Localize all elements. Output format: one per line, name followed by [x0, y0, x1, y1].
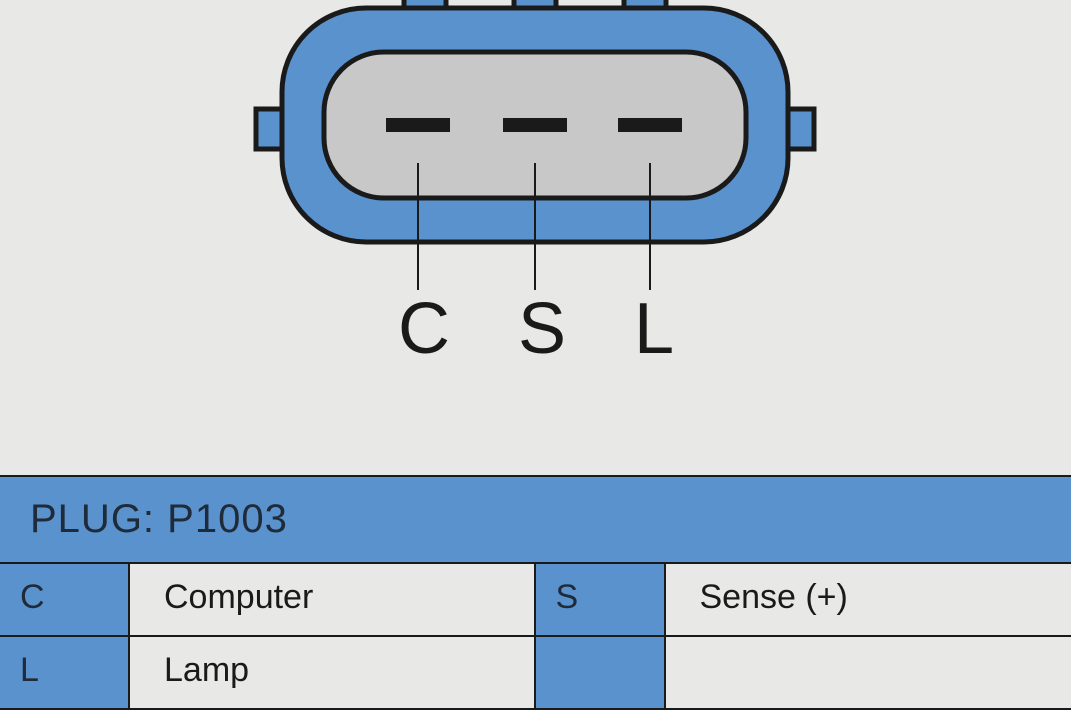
pin-label-s: S [518, 288, 566, 370]
table-header: PLUG: P1003 [0, 475, 1071, 564]
pin-key: S [536, 564, 666, 635]
pin-key [536, 637, 666, 708]
table-row: S Sense (+) [536, 564, 1071, 637]
pin-key: L [0, 637, 130, 708]
pin-value: Computer [130, 564, 536, 635]
connector-svg [0, 0, 1071, 475]
pin-value [666, 637, 1071, 708]
pin-value: Sense (+) [666, 564, 1071, 635]
table-row [536, 637, 1071, 710]
table-body: C Computer S Sense (+) L Lamp [0, 564, 1071, 710]
table-row: L Lamp [0, 637, 536, 710]
pin-key: C [0, 564, 130, 635]
pin-label-l: L [634, 288, 674, 370]
pinout-table: PLUG: P1003 C Computer S Sense (+) L Lam… [0, 475, 1071, 710]
connector-diagram: C S L [0, 0, 1071, 475]
pin-label-c: C [398, 288, 450, 370]
table-row: C Computer [0, 564, 536, 637]
table-header-label: PLUG: P1003 [30, 497, 288, 541]
pin-value: Lamp [130, 637, 536, 708]
